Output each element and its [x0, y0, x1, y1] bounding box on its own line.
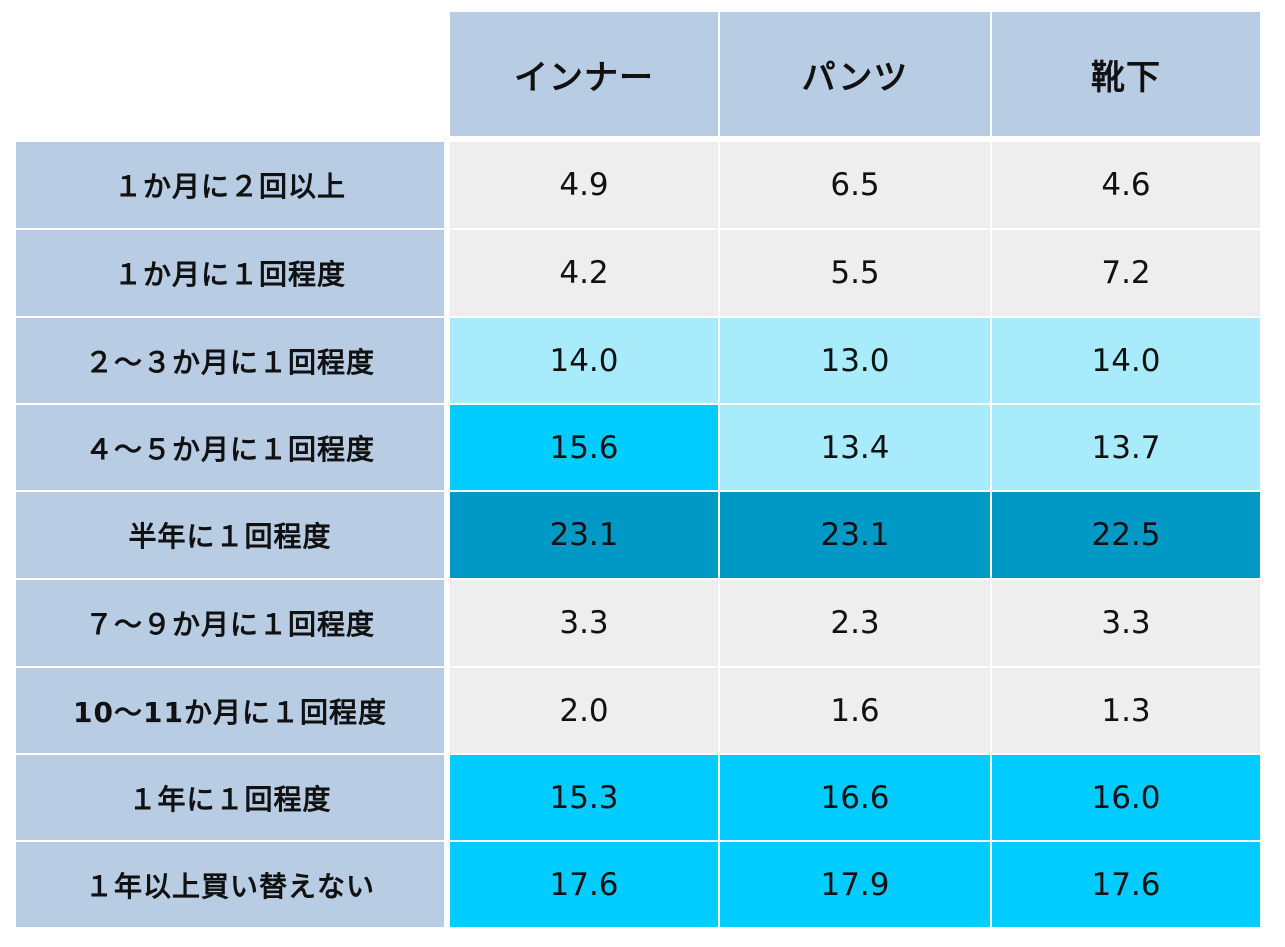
table-cell: 17.9 [720, 842, 990, 927]
table-cell: 17.6 [450, 842, 718, 927]
table-cell: 3.3 [450, 580, 718, 666]
row-label: １か月に１回程度 [16, 230, 444, 316]
table-cell: 17.6 [992, 842, 1260, 927]
table-cell: 2.3 [720, 580, 990, 666]
table-cell: 14.0 [992, 318, 1260, 403]
table-cell: 1.6 [720, 668, 990, 753]
row-label: ２～３か月に１回程度 [16, 318, 444, 403]
table-cell: 15.3 [450, 755, 718, 840]
table-cell: 15.6 [450, 405, 718, 490]
table-cell: 23.1 [450, 492, 718, 578]
table-cell: 1.3 [992, 668, 1260, 753]
table-cell: 7.2 [992, 230, 1260, 316]
row-label: ７～９か月に１回程度 [16, 580, 444, 666]
row-label: 10～11か月に１回程度 [16, 668, 444, 753]
column-header: パンツ [720, 12, 990, 136]
table-cell: 3.3 [992, 580, 1260, 666]
table-cell: 13.4 [720, 405, 990, 490]
table-cell: 14.0 [450, 318, 718, 403]
table-corner [16, 12, 444, 136]
row-label: １か月に２回以上 [16, 142, 444, 228]
table-cell: 4.6 [992, 142, 1260, 228]
row-label: １年に１回程度 [16, 755, 444, 840]
row-label: １年以上買い替えない [16, 842, 444, 927]
table-cell: 2.0 [450, 668, 718, 753]
table-cell: 23.1 [720, 492, 990, 578]
row-label: 半年に１回程度 [16, 492, 444, 578]
table-cell: 4.2 [450, 230, 718, 316]
table-cell: 16.6 [720, 755, 990, 840]
table-cell: 13.7 [992, 405, 1260, 490]
column-header: インナー [450, 12, 718, 136]
table-cell: 5.5 [720, 230, 990, 316]
table-cell: 13.0 [720, 318, 990, 403]
column-header: 靴下 [992, 12, 1260, 136]
table-cell: 16.0 [992, 755, 1260, 840]
table-cell: 6.5 [720, 142, 990, 228]
table-cell: 4.9 [450, 142, 718, 228]
row-label: ４～５か月に１回程度 [16, 405, 444, 490]
table-cell: 22.5 [992, 492, 1260, 578]
